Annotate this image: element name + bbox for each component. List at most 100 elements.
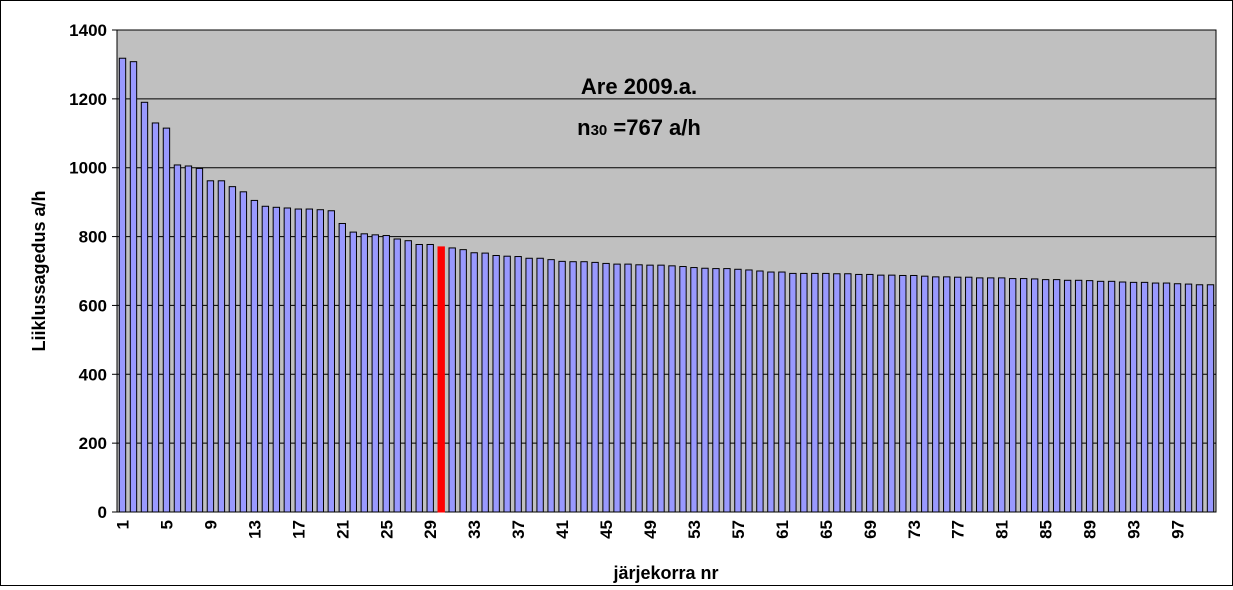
x-tick-label: 29 (421, 520, 440, 539)
y-tick-label: 1200 (69, 90, 107, 109)
bar (1129, 281, 1138, 513)
y-axis: 0 200 400 600 800 1000 1200 1400 (69, 21, 117, 522)
x-tick-label: 73 (905, 520, 924, 539)
x-tick-label: 21 (333, 520, 352, 539)
bar (1195, 284, 1204, 513)
x-tick-label: 49 (641, 520, 660, 539)
bar (371, 234, 379, 513)
x-tick-label: 93 (1125, 520, 1144, 539)
bar (261, 205, 270, 513)
bar (327, 210, 335, 513)
plot-area (116, 29, 1217, 513)
x-tick-label: 53 (685, 520, 704, 539)
x-tick-label: 97 (1169, 520, 1188, 539)
x-tick-label: 17 (289, 520, 308, 539)
bar (426, 243, 434, 513)
bar (525, 257, 533, 513)
bar (844, 273, 852, 513)
y-tick-label: 0 (98, 503, 107, 522)
annotation-n30: n30 =767 a/h (577, 115, 701, 140)
bar (800, 272, 808, 513)
bar (822, 272, 830, 513)
bars (118, 57, 1215, 513)
bar (1085, 280, 1094, 513)
bar (701, 267, 709, 513)
bar (910, 274, 918, 513)
bar (503, 255, 511, 513)
bar (1151, 282, 1160, 513)
bar (921, 275, 929, 513)
bar (239, 191, 248, 513)
bar (745, 269, 753, 513)
bar (1096, 280, 1105, 513)
bar (558, 260, 566, 513)
bar (470, 252, 478, 513)
bar (228, 186, 237, 513)
bar (668, 265, 676, 513)
x-tick-label: 77 (949, 520, 968, 539)
bar (624, 263, 632, 513)
x-tick-label: 81 (993, 520, 1012, 539)
bar (349, 231, 357, 513)
x-tick-label: 61 (773, 520, 792, 539)
bar (217, 180, 226, 513)
bar (888, 274, 896, 513)
bar (833, 273, 841, 513)
bar (679, 266, 687, 513)
bar (360, 233, 368, 513)
x-tick-label: 45 (597, 520, 616, 539)
bar (151, 122, 160, 513)
bar (393, 238, 401, 513)
bar (184, 165, 193, 513)
bar (1074, 279, 1083, 513)
bar (635, 264, 643, 513)
bar (789, 272, 797, 513)
bar (580, 261, 588, 513)
bar (1008, 278, 1017, 513)
bar (1184, 283, 1193, 513)
bar (173, 164, 182, 513)
bar (591, 261, 599, 513)
bar (954, 276, 962, 513)
x-tick-label: 37 (509, 520, 528, 539)
y-tick-label: 600 (79, 296, 107, 315)
bar (767, 271, 775, 513)
x-tick-label: 85 (1037, 520, 1056, 539)
bar (899, 274, 907, 513)
x-tick-label: 89 (1081, 520, 1100, 539)
x-tick-label: 25 (377, 520, 396, 539)
x-tick-label: 1 (113, 520, 132, 529)
bar (536, 257, 544, 513)
bar (1041, 279, 1050, 513)
bar (1030, 278, 1039, 513)
bar (206, 180, 215, 513)
y-tick-label: 400 (79, 365, 107, 384)
bar (481, 252, 489, 513)
bar (712, 268, 720, 513)
bar (613, 263, 621, 513)
bar (283, 207, 292, 513)
bar (1206, 284, 1215, 513)
y-tick-label: 1400 (69, 21, 107, 40)
bar-highlighted (437, 246, 445, 513)
x-tick-label: 9 (201, 520, 220, 529)
bar (756, 270, 764, 513)
x-axis-title: järjekorra nr (612, 563, 718, 583)
bar (492, 255, 500, 513)
bar (118, 57, 127, 513)
bar (338, 222, 346, 513)
bar (657, 264, 665, 513)
x-tick-label: 5 (157, 520, 176, 529)
bar (140, 101, 149, 513)
bar (723, 268, 731, 513)
bar (778, 271, 786, 513)
bar (932, 276, 940, 513)
x-tick-label: 41 (553, 520, 572, 539)
bar (734, 268, 742, 513)
x-tick-label: 13 (245, 520, 264, 539)
bar (987, 277, 995, 513)
bar (459, 249, 467, 513)
x-axis: 1 5 9 13 17 21 25 29 33 37 41 45 49 53 57 61 65 69 73 77 81 8… (113, 520, 1187, 539)
bar (965, 276, 973, 513)
